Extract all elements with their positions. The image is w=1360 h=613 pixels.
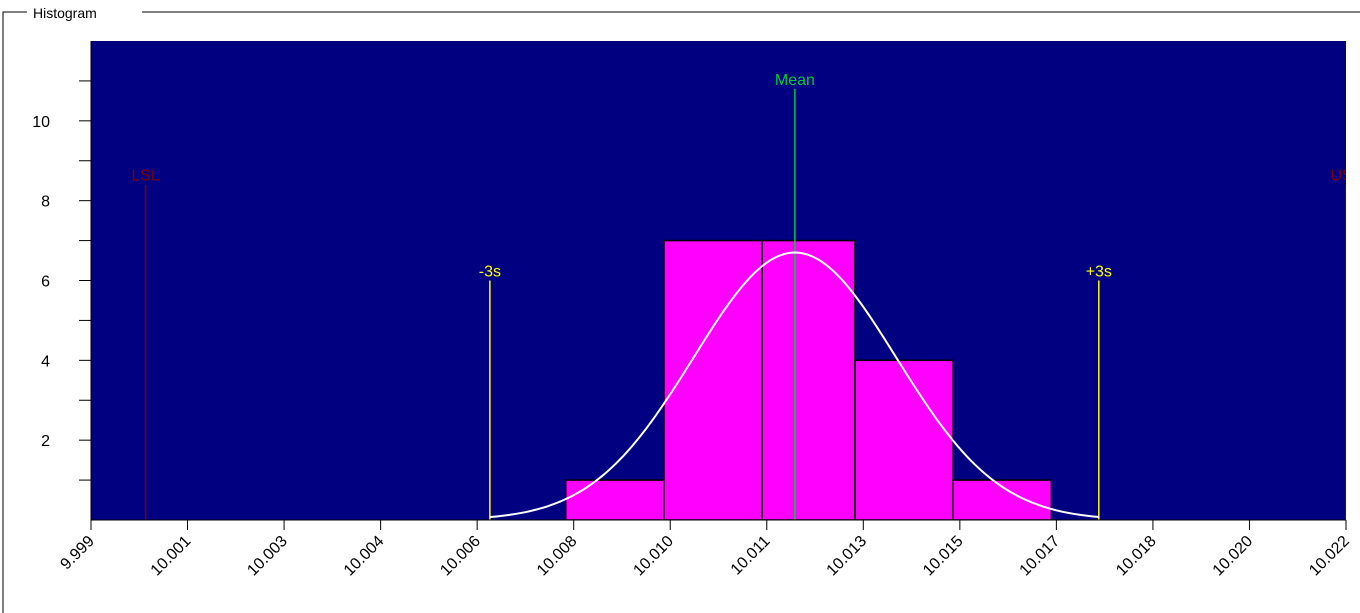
x-tick-label-7: 10.011 <box>728 533 774 579</box>
y-tick-label-2: 2 <box>41 433 50 450</box>
x-tick-label-0: 9.999 <box>57 533 97 573</box>
y-axis-ticks: 2 4 6 8 10 <box>32 80 91 481</box>
ref-label-usl: USL <box>1330 168 1360 185</box>
x-tick-label-4: 10.006 <box>437 533 484 580</box>
x-tick-label-10: 10.017 <box>1017 533 1064 580</box>
x-tick-label-6: 10.010 <box>630 533 677 580</box>
x-tick-label-12: 10.020 <box>1210 533 1257 580</box>
y-tick-label-8: 8 <box>41 194 50 211</box>
ref-label-lsl: LSL <box>131 168 160 185</box>
histogram-bar-3 <box>761 239 856 520</box>
ref-label-plus3s: +3s <box>1086 264 1112 281</box>
panel-title: Histogram <box>33 5 97 21</box>
reference-labels: LSL USL -3s +3s Mean <box>131 72 1360 281</box>
x-tick-label-1: 10.001 <box>148 533 195 580</box>
x-axis-ticks: 9.999 10.001 10.003 10.004 10.006 10.008 10.01… <box>57 520 1353 580</box>
y-tick-label-10: 10 <box>32 114 50 131</box>
panel-border <box>2 11 1360 613</box>
x-tick-label-13: 10.022 <box>1306 533 1353 580</box>
y-tick-label-4: 4 <box>41 353 50 370</box>
x-tick-label-9: 10.015 <box>920 533 967 580</box>
x-tick-label-8: 10.013 <box>824 533 871 580</box>
y-tick-label-6: 6 <box>41 274 50 291</box>
ref-label-minus3s: -3s <box>479 264 501 281</box>
histogram-bar-4 <box>854 359 954 520</box>
x-tick-label-2: 10.003 <box>244 533 291 580</box>
histogram-bar-1 <box>564 479 665 520</box>
reference-lines <box>144 88 1346 520</box>
ref-label-mean: Mean <box>775 72 815 89</box>
x-tick-label-5: 10.008 <box>534 533 581 580</box>
normal-curve <box>490 251 1100 519</box>
x-tick-label-3: 10.004 <box>341 533 388 580</box>
x-tick-label-11: 10.018 <box>1113 533 1160 580</box>
